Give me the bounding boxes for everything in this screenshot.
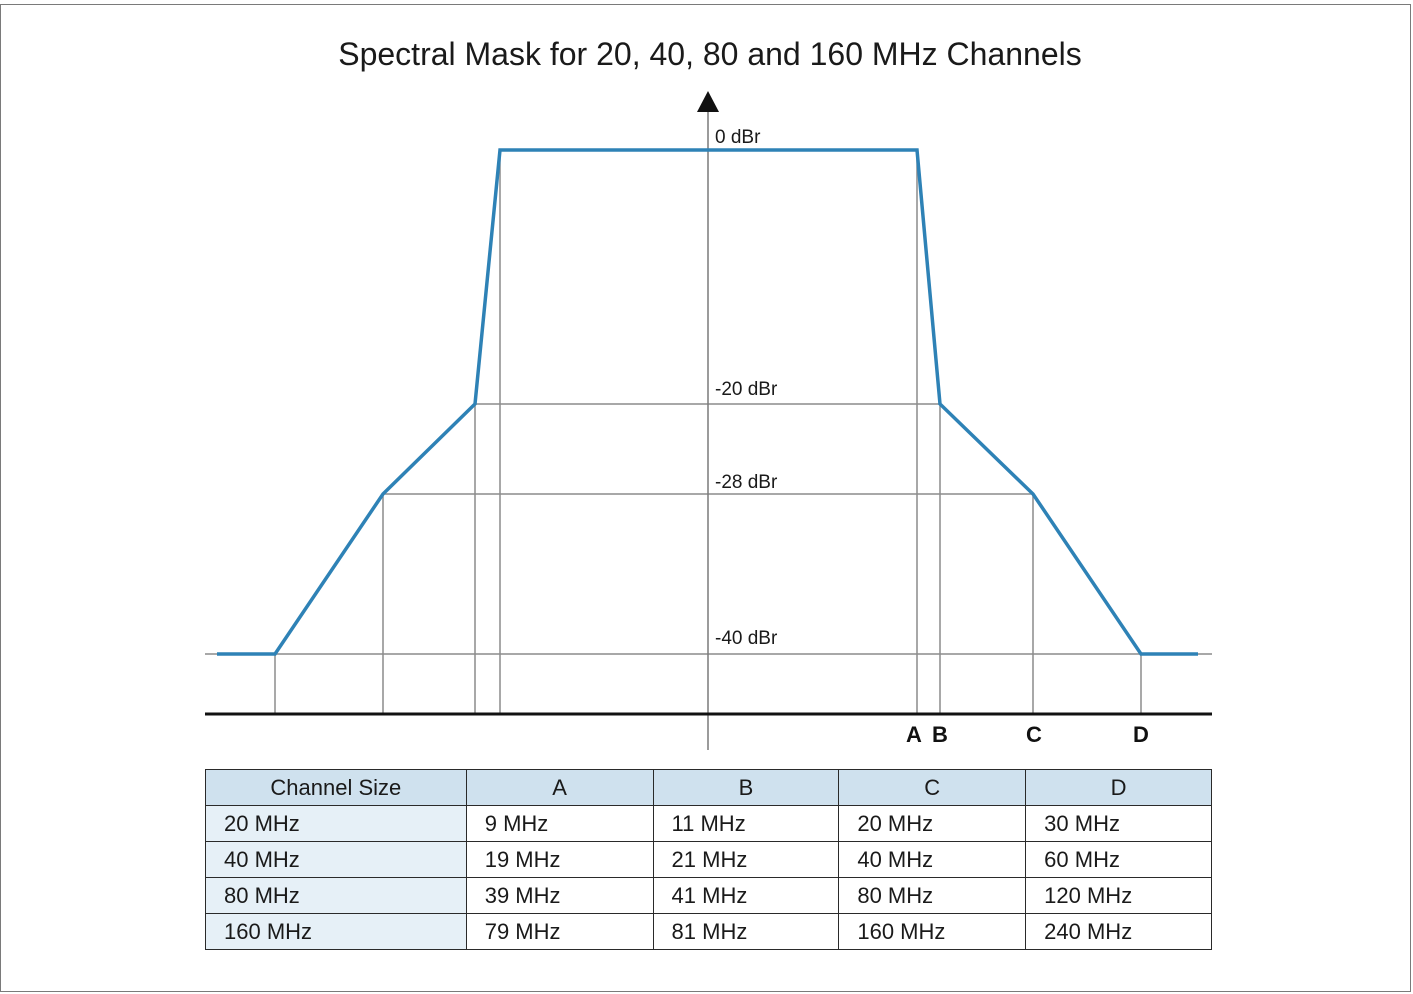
cell-a: 39 MHz (465, 877, 654, 914)
table-row: 40 MHz 19 MHz 21 MHz 40 MHz 60 MHz (205, 841, 1212, 878)
channel-size-table: Channel Size A B C D 20 MHz 9 MHz 11 MHz… (205, 769, 1212, 950)
spectral-mask-line (217, 148, 1198, 656)
cell-c: 160 MHz (838, 913, 1027, 950)
cell-d: 240 MHz (1025, 913, 1212, 950)
table-row: 160 MHz 79 MHz 81 MHz 160 MHz 240 MHz (205, 913, 1212, 950)
level-label-28: -28 dBr (715, 472, 778, 493)
column-header-channel-size: Channel Size (205, 769, 467, 806)
axis-arrow-icon (697, 91, 719, 112)
marker-label-d: D (1133, 722, 1149, 747)
diagram-title: Spectral Mask for 20, 40, 80 and 160 MHz… (338, 36, 1082, 72)
cell-c: 80 MHz (838, 877, 1027, 914)
cell-b: 21 MHz (652, 841, 840, 878)
cell-b: 11 MHz (652, 805, 840, 842)
cell-a: 79 MHz (465, 913, 654, 950)
column-header-d: D (1025, 769, 1212, 806)
marker-label-b: B (932, 722, 948, 747)
row-channel-size: 20 MHz (205, 805, 467, 842)
marker-label-a: A (906, 722, 922, 747)
cell-c: 20 MHz (838, 805, 1027, 842)
cell-c: 40 MHz (838, 841, 1027, 878)
cell-d: 120 MHz (1025, 877, 1212, 914)
level-label-20: -20 dBr (715, 379, 778, 400)
column-header-b: B (652, 769, 840, 806)
table-header-row: Channel Size A B C D (205, 769, 1212, 806)
marker-label-c: C (1026, 722, 1042, 747)
cell-b: 41 MHz (652, 877, 840, 914)
level-label-0: 0 dBr (715, 127, 761, 148)
row-channel-size: 80 MHz (205, 877, 467, 914)
cell-a: 9 MHz (465, 805, 654, 842)
row-channel-size: 160 MHz (205, 913, 467, 950)
level-label-40: -40 dBr (715, 628, 778, 649)
cell-d: 30 MHz (1025, 805, 1212, 842)
row-channel-size: 40 MHz (205, 841, 467, 878)
cell-b: 81 MHz (652, 913, 840, 950)
table-row: 80 MHz 39 MHz 41 MHz 80 MHz 120 MHz (205, 877, 1212, 914)
diagram-frame (0, 4, 1411, 992)
table-row: 20 MHz 9 MHz 11 MHz 20 MHz 30 MHz (205, 805, 1212, 842)
column-header-a: A (465, 769, 654, 806)
column-header-c: C (838, 769, 1027, 806)
cell-d: 60 MHz (1025, 841, 1212, 878)
cell-a: 19 MHz (465, 841, 654, 878)
